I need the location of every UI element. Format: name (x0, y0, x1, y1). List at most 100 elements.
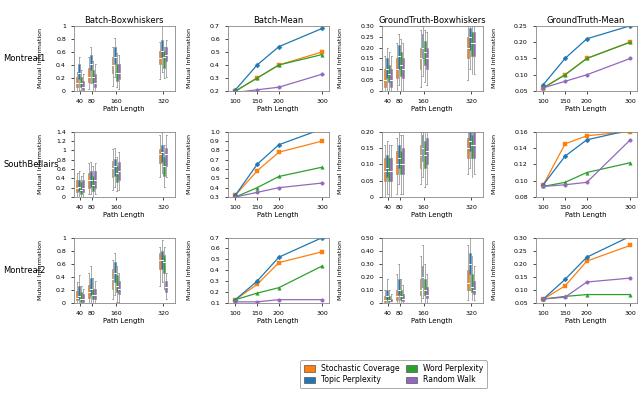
FancyBboxPatch shape (467, 37, 469, 59)
FancyBboxPatch shape (92, 175, 94, 191)
X-axis label: Path Length: Path Length (257, 212, 299, 218)
FancyBboxPatch shape (390, 158, 392, 181)
FancyBboxPatch shape (402, 148, 404, 174)
Text: Montreal2: Montreal2 (3, 266, 45, 275)
FancyBboxPatch shape (92, 70, 94, 83)
FancyBboxPatch shape (390, 69, 392, 87)
Title: GroundTruth-Mean: GroundTruth-Mean (547, 16, 625, 25)
FancyBboxPatch shape (388, 65, 390, 82)
FancyBboxPatch shape (422, 34, 424, 59)
FancyBboxPatch shape (402, 59, 404, 78)
Title: GroundTruth-Boxwhiskers: GroundTruth-Boxwhiskers (378, 16, 486, 25)
FancyBboxPatch shape (92, 289, 94, 299)
FancyBboxPatch shape (94, 289, 96, 299)
FancyBboxPatch shape (83, 81, 84, 90)
X-axis label: Path Length: Path Length (104, 318, 145, 324)
Y-axis label: Mutual Information: Mutual Information (338, 240, 343, 300)
FancyBboxPatch shape (112, 269, 113, 289)
FancyBboxPatch shape (161, 251, 163, 269)
Title: Batch-Boxwhiskers: Batch-Boxwhiskers (84, 16, 164, 25)
FancyBboxPatch shape (398, 280, 400, 295)
FancyBboxPatch shape (80, 182, 82, 194)
FancyBboxPatch shape (161, 145, 163, 162)
X-axis label: Path Length: Path Length (412, 212, 453, 218)
Y-axis label: Mutual Information: Mutual Information (338, 29, 343, 88)
FancyBboxPatch shape (90, 55, 92, 70)
FancyBboxPatch shape (161, 40, 163, 57)
FancyBboxPatch shape (400, 151, 402, 174)
FancyBboxPatch shape (422, 267, 424, 287)
FancyBboxPatch shape (116, 166, 118, 182)
Title: Batch-Mean: Batch-Mean (253, 16, 303, 25)
FancyBboxPatch shape (88, 68, 90, 82)
FancyBboxPatch shape (114, 47, 116, 64)
FancyBboxPatch shape (386, 59, 388, 78)
FancyBboxPatch shape (471, 274, 473, 293)
Y-axis label: Mutual Information: Mutual Information (492, 134, 497, 194)
FancyBboxPatch shape (473, 32, 475, 56)
FancyBboxPatch shape (426, 287, 428, 298)
FancyBboxPatch shape (80, 77, 82, 87)
Y-axis label: Mutual Information: Mutual Information (187, 240, 192, 300)
FancyBboxPatch shape (386, 154, 388, 177)
FancyBboxPatch shape (473, 281, 475, 294)
FancyBboxPatch shape (118, 281, 120, 294)
FancyBboxPatch shape (78, 64, 80, 79)
Text: SouthBellairs: SouthBellairs (3, 160, 59, 169)
FancyBboxPatch shape (94, 171, 96, 188)
FancyBboxPatch shape (88, 173, 90, 188)
FancyBboxPatch shape (80, 293, 82, 302)
X-axis label: Path Length: Path Length (104, 106, 145, 112)
FancyBboxPatch shape (396, 290, 397, 300)
FancyBboxPatch shape (473, 131, 475, 158)
FancyBboxPatch shape (118, 64, 120, 79)
FancyBboxPatch shape (165, 47, 167, 61)
Text: Montreal1: Montreal1 (3, 54, 45, 63)
Y-axis label: Mutual Information: Mutual Information (38, 29, 44, 88)
FancyBboxPatch shape (424, 41, 426, 65)
Y-axis label: Mutual Information: Mutual Information (338, 134, 343, 194)
Y-axis label: Mutual Information: Mutual Information (38, 240, 44, 300)
FancyBboxPatch shape (388, 296, 390, 302)
FancyBboxPatch shape (76, 291, 78, 300)
X-axis label: Path Length: Path Length (565, 212, 607, 218)
FancyBboxPatch shape (471, 135, 473, 158)
FancyBboxPatch shape (114, 263, 116, 282)
FancyBboxPatch shape (467, 138, 469, 158)
FancyBboxPatch shape (159, 253, 161, 269)
FancyBboxPatch shape (396, 151, 397, 174)
Y-axis label: Mutual Information: Mutual Information (187, 29, 192, 88)
FancyBboxPatch shape (94, 74, 96, 87)
FancyBboxPatch shape (163, 51, 165, 68)
Y-axis label: Mutual Information: Mutual Information (38, 134, 44, 194)
FancyBboxPatch shape (402, 294, 404, 301)
FancyBboxPatch shape (469, 253, 471, 274)
FancyBboxPatch shape (384, 69, 386, 87)
X-axis label: Path Length: Path Length (565, 106, 607, 112)
FancyBboxPatch shape (471, 32, 473, 56)
FancyBboxPatch shape (420, 280, 421, 295)
FancyBboxPatch shape (163, 255, 165, 273)
FancyBboxPatch shape (78, 180, 80, 191)
FancyBboxPatch shape (76, 77, 78, 87)
X-axis label: Path Length: Path Length (412, 318, 453, 324)
X-axis label: Path Length: Path Length (257, 106, 299, 112)
Legend: Stochastic Coverage, Topic Perplexity, Word Perplexity, Random Walk: Stochastic Coverage, Topic Perplexity, W… (301, 360, 486, 388)
FancyBboxPatch shape (112, 161, 113, 177)
FancyBboxPatch shape (76, 180, 78, 192)
FancyBboxPatch shape (469, 28, 471, 50)
FancyBboxPatch shape (398, 46, 400, 69)
FancyBboxPatch shape (159, 149, 161, 164)
FancyBboxPatch shape (424, 141, 426, 168)
FancyBboxPatch shape (118, 162, 120, 180)
Y-axis label: Mutual Information: Mutual Information (187, 134, 192, 194)
FancyBboxPatch shape (420, 48, 421, 69)
FancyBboxPatch shape (426, 138, 428, 164)
FancyBboxPatch shape (78, 286, 80, 299)
FancyBboxPatch shape (390, 299, 392, 302)
FancyBboxPatch shape (384, 296, 386, 302)
Y-axis label: Mutual Information: Mutual Information (492, 240, 497, 300)
X-axis label: Path Length: Path Length (257, 318, 299, 324)
FancyBboxPatch shape (388, 158, 390, 181)
FancyBboxPatch shape (116, 64, 118, 81)
